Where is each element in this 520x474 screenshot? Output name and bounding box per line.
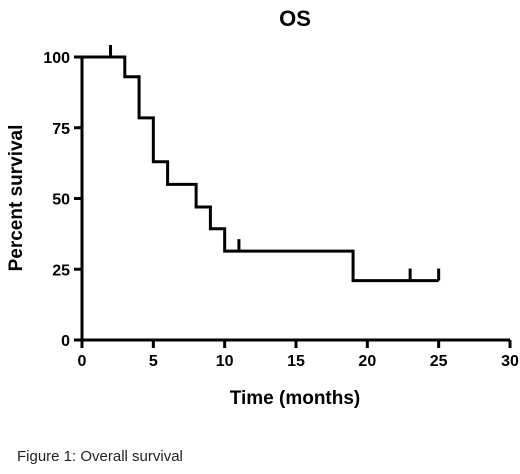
y-axis-label: Percent survival — [6, 125, 27, 272]
survival-curve — [82, 55, 439, 283]
y-tick-label: 25 — [52, 262, 70, 279]
x-tick-label: 25 — [430, 353, 448, 370]
y-tick-label: 100 — [43, 50, 70, 67]
x-tick-label: 5 — [149, 353, 158, 370]
y-tick-label: 0 — [61, 333, 70, 350]
figure-caption: Figure 1: Overall survival — [17, 448, 183, 465]
y-tick-label: 50 — [52, 192, 70, 209]
x-tick-label: 30 — [501, 353, 519, 370]
x-axis-label: Time (months) — [230, 388, 361, 409]
x-tick-label: 20 — [358, 353, 376, 370]
censor-marks — [109, 45, 441, 281]
x-axis-ticks: 0 5 10 15 20 25 30 — [78, 340, 519, 370]
survival-chart: OS 0 5 10 15 20 25 30 0 25 50 75 100 Time (months)… — [6, 6, 519, 409]
x-tick-label: 15 — [287, 353, 305, 370]
x-tick-label: 0 — [78, 353, 87, 370]
axes — [80, 57, 510, 342]
x-tick-label: 10 — [216, 353, 234, 370]
y-axis-ticks: 0 25 50 75 100 — [43, 50, 82, 350]
chart-title: OS — [279, 6, 311, 31]
y-tick-label: 75 — [52, 121, 70, 138]
